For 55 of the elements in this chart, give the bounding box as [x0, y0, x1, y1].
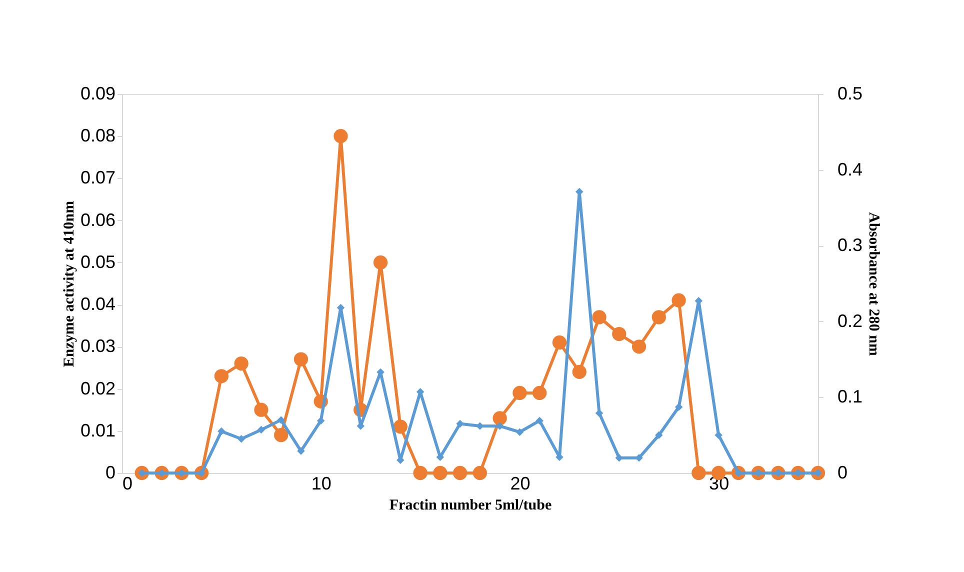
point: [433, 466, 448, 480]
point: [294, 352, 308, 366]
point: [257, 426, 266, 434]
y-tick-label: 0.04: [80, 294, 116, 314]
point: [512, 386, 527, 400]
point: [234, 356, 248, 371]
y-tick-label: 0.03: [80, 336, 116, 356]
point: [456, 420, 464, 428]
point: [592, 310, 606, 324]
x-axis-title: Fractin number 5ml/tube: [389, 498, 552, 514]
x-tick-label: 20: [510, 474, 530, 494]
point: [532, 386, 547, 400]
point: [277, 416, 285, 424]
y-axis-title: Enzyme activity at 410nm: [61, 200, 78, 368]
y-tick-label: 0.06: [80, 210, 116, 230]
point: [452, 466, 468, 480]
y-tick-label: 0.05: [80, 252, 116, 272]
y-tick-label: 0.01: [80, 420, 116, 440]
y-tick-label: 0.07: [80, 168, 116, 188]
point: [552, 335, 567, 350]
x-tick-label: 10: [311, 474, 332, 494]
point: [692, 466, 706, 480]
point: [714, 431, 722, 439]
point: [297, 447, 305, 455]
y2-tick-label: 0.2: [838, 310, 863, 331]
y-tick-label: 0.08: [80, 126, 116, 146]
y2-axis-title: Absorbance at 280 nm: [866, 212, 882, 356]
point: [254, 402, 268, 417]
point: [516, 428, 524, 436]
y2-tick-label: 0.4: [838, 159, 863, 180]
point: [492, 411, 507, 426]
point: [393, 420, 408, 434]
point: [472, 466, 488, 480]
point: [655, 431, 663, 439]
y2-tick-label: 0.5: [838, 84, 863, 104]
point: [214, 369, 228, 384]
y-tick-label: 0.09: [80, 84, 116, 104]
point: [652, 310, 666, 324]
y2-tick-label: 0.3: [838, 235, 863, 256]
point: [218, 427, 226, 436]
point: [672, 293, 686, 308]
x-tick-label: 0: [122, 474, 133, 494]
point: [674, 403, 683, 411]
point: [334, 129, 348, 144]
point: [632, 340, 646, 354]
point: [237, 435, 246, 443]
y2-tick-label: 0.1: [838, 386, 863, 407]
point: [612, 326, 626, 342]
point: [316, 416, 325, 425]
point: [274, 428, 288, 442]
point: [572, 364, 586, 379]
point: [413, 466, 428, 480]
y-tick-label: 0.02: [80, 378, 116, 398]
point: [536, 416, 544, 425]
point: [373, 255, 388, 270]
